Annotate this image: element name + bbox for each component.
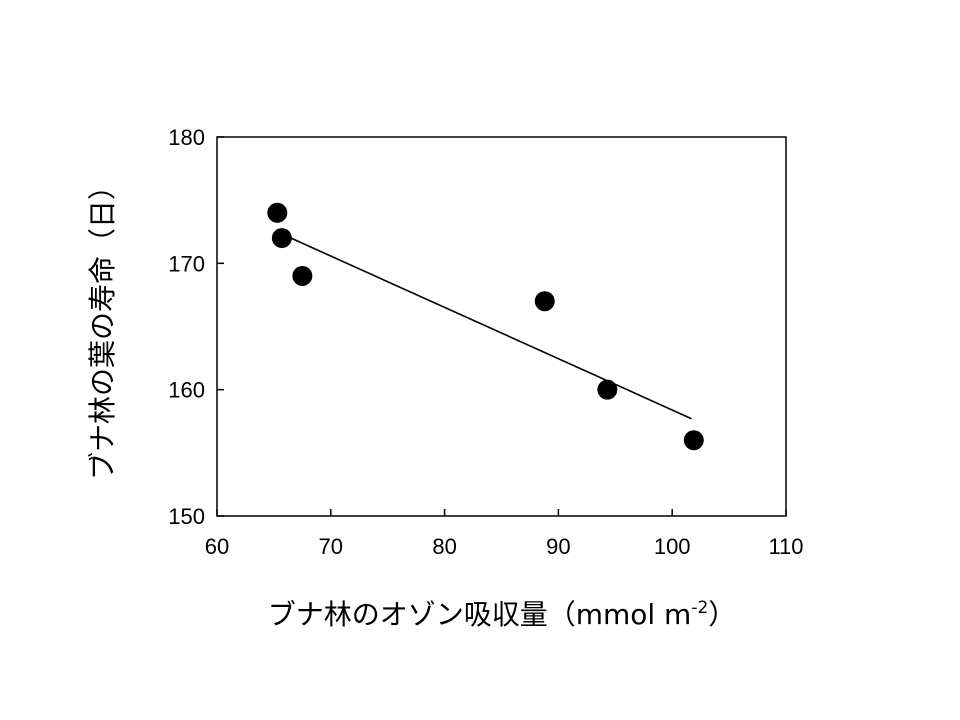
data-point <box>267 202 288 223</box>
data-point <box>597 379 618 400</box>
x-tick-label: 100 <box>654 534 691 559</box>
y-tick-label: 160 <box>168 378 205 403</box>
y-axis-title: ブナ林の葉の寿命（日） <box>86 172 119 480</box>
x-tick-label: 70 <box>319 534 343 559</box>
plot-frame <box>216 136 787 517</box>
x-axis-title-main: ブナ林のオゾン吸収量（mmol m <box>268 598 692 631</box>
trendline-group <box>284 234 692 420</box>
data-points <box>267 202 704 451</box>
x-tick-label: 80 <box>432 534 456 559</box>
data-point <box>292 265 313 286</box>
y-tick-label: 150 <box>168 504 205 529</box>
x-tick-label: 110 <box>768 534 803 559</box>
data-point <box>534 291 555 312</box>
data-point <box>683 430 704 451</box>
x-tick-label: 90 <box>546 534 570 559</box>
x-axis-title-end: ） <box>708 598 736 631</box>
x-axis-title: ブナ林のオゾン吸収量（mmol m-2） <box>268 598 737 631</box>
y-tick-label: 170 <box>168 251 205 276</box>
x-tick-label: 60 <box>205 534 229 559</box>
y-axis-ticks: 150 160 170 180 <box>168 125 224 529</box>
data-point <box>271 228 292 249</box>
x-axis-title-superscript: -2 <box>691 598 708 618</box>
x-axis-ticks: 60 70 80 90 100 110 <box>205 509 804 559</box>
y-tick-label: 180 <box>168 125 205 150</box>
regression-line <box>284 234 692 420</box>
